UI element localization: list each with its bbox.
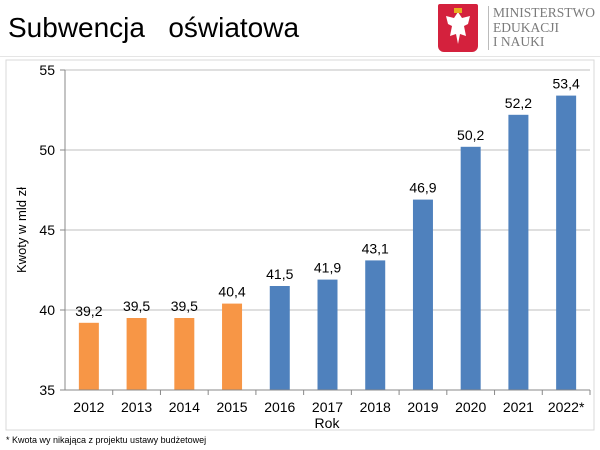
logo-line: MINISTERSTWO bbox=[493, 5, 595, 20]
bar bbox=[222, 303, 243, 390]
x-tick-label: 2012 bbox=[73, 399, 104, 415]
bar bbox=[412, 199, 433, 390]
x-tick-label: 2020 bbox=[455, 399, 486, 415]
bar bbox=[460, 146, 481, 390]
bar bbox=[269, 286, 290, 390]
x-tick-label: 2013 bbox=[121, 399, 152, 415]
y-tick-label: 40 bbox=[39, 302, 55, 318]
data-label: 50,2 bbox=[457, 127, 484, 143]
x-tick-label: 2021 bbox=[503, 399, 534, 415]
data-label: 41,5 bbox=[266, 266, 293, 282]
bar bbox=[78, 322, 99, 390]
y-tick-label: 50 bbox=[39, 142, 55, 158]
x-tick-label: 2014 bbox=[169, 399, 200, 415]
chart-frame bbox=[5, 59, 595, 431]
bar bbox=[556, 95, 577, 390]
data-label: 39,2 bbox=[75, 303, 102, 319]
x-tick-label: 2022* bbox=[548, 399, 585, 415]
footnote: * Kwota wy nikająca z projektu ustawy bu… bbox=[6, 435, 207, 445]
logo-line: I NAUKI bbox=[493, 34, 545, 49]
y-tick-label: 35 bbox=[39, 382, 55, 398]
data-label: 53,4 bbox=[553, 76, 580, 92]
x-tick-label: 2015 bbox=[216, 399, 247, 415]
eagle-crest-icon bbox=[438, 4, 478, 52]
y-tick-label: 45 bbox=[39, 222, 55, 238]
logo-line: EDUKACJI bbox=[493, 19, 559, 35]
x-tick-label: 2016 bbox=[264, 399, 295, 415]
data-label: 39,5 bbox=[123, 298, 150, 314]
bar bbox=[317, 279, 338, 390]
data-label: 41,9 bbox=[314, 260, 341, 276]
x-axis-label: Rok bbox=[315, 415, 341, 431]
x-tick-label: 2017 bbox=[312, 399, 343, 415]
page-title: Subwencja oświatowa bbox=[8, 12, 300, 43]
ministry-logo: MINISTERSTWO EDUKACJI I NAUKI bbox=[438, 4, 598, 54]
y-axis-label: Kwoty w mld zł bbox=[14, 187, 29, 273]
bar bbox=[126, 318, 147, 390]
data-label: 46,9 bbox=[409, 180, 436, 196]
data-label: 40,4 bbox=[218, 284, 245, 300]
data-label: 52,2 bbox=[505, 95, 532, 111]
header-divider bbox=[0, 56, 600, 57]
bar bbox=[508, 114, 529, 391]
y-tick-label: 55 bbox=[39, 62, 55, 78]
data-label: 39,5 bbox=[171, 298, 198, 314]
x-tick-label: 2018 bbox=[360, 399, 391, 415]
bar bbox=[174, 318, 195, 390]
data-label: 43,1 bbox=[362, 240, 389, 256]
x-tick-label: 2019 bbox=[407, 399, 438, 415]
bar bbox=[365, 260, 386, 390]
ministry-name: MINISTERSTWO EDUKACJI I NAUKI bbox=[488, 5, 595, 50]
